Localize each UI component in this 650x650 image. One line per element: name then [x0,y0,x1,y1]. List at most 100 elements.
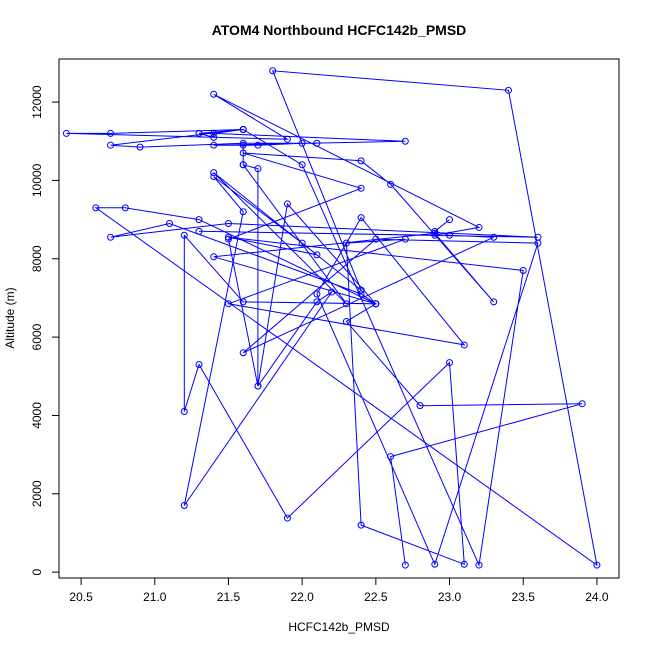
data-point [357,286,365,294]
data-point [357,157,365,165]
data-point [283,135,291,143]
data-point [107,233,115,241]
data-point [446,216,454,224]
x-tick-label: 22.5 [364,590,388,604]
data-point [490,298,498,306]
data-point [210,90,218,98]
data-point [210,129,218,137]
data-point [342,300,350,308]
data-point [107,141,115,149]
data-point [239,208,247,216]
data-point [328,288,336,296]
data-point [224,233,232,241]
data-point [239,298,247,306]
data-point [431,231,439,239]
data-point [313,290,321,298]
data-point [475,561,483,569]
y-tick-label: 10000 [30,163,44,197]
data-point [387,453,395,461]
data-point [357,521,365,529]
y-axis-label: Altitude (m) [3,287,17,348]
series-layer [62,67,601,569]
x-tick-label: 24.0 [585,590,609,604]
data-point [239,149,247,157]
data-point [239,141,247,149]
data-point [269,67,277,75]
data-point [210,133,218,141]
data-point [92,204,100,212]
data-point [180,502,188,510]
data-point [136,143,144,151]
x-tick-label: 21.0 [143,590,167,604]
y-tick-label: 12000 [30,85,44,119]
data-point [254,382,262,390]
data-point [372,235,380,243]
data-point [224,300,232,308]
data-point [593,561,601,569]
x-tick-label: 23.5 [512,590,536,604]
data-point [431,227,439,235]
data-point [121,204,129,212]
data-point [239,349,247,357]
data-point [195,227,203,235]
data-point [283,514,291,522]
data-point [401,561,409,569]
data-point [239,126,247,134]
data-point [210,173,218,181]
data-point [431,560,439,568]
y-tick-label: 8000 [30,245,44,272]
data-point [254,165,262,173]
data-point [534,239,542,247]
x-tick-label: 21.5 [217,590,241,604]
plot-frame [58,58,620,579]
data-point [313,298,321,306]
data-point [313,139,321,147]
y-tick-label: 6000 [30,323,44,350]
x-axis: 20.5 21.0 21.5 22.0 22.5 23.0 23.5 24.0 [69,578,609,604]
data-point [283,200,291,208]
data-point [504,86,512,94]
data-point [195,216,203,224]
data-point [475,223,483,231]
data-point [107,129,115,137]
data-point [210,141,218,149]
data-point [239,139,247,147]
y-axis: 0 2000 4000 6000 8000 10000 12000 [30,85,59,575]
x-tick-label: 20.5 [69,590,93,604]
data-point [387,180,395,188]
data-point [446,231,454,239]
data-point [342,317,350,325]
data-point [62,129,70,137]
data-point [490,233,498,241]
data-point [298,239,306,247]
x-axis-label: HCFC142b_PMSD [288,620,390,634]
data-point [298,139,306,147]
data-point [431,229,439,237]
data-point [195,129,203,137]
data-point [446,359,454,367]
y-tick-label: 4000 [30,402,44,429]
data-point [239,161,247,169]
data-point [401,137,409,145]
data-point [210,169,218,177]
y-tick-label: 0 [30,568,44,575]
series-line [66,70,598,567]
data-point [357,290,365,298]
data-point [166,220,174,228]
data-point [519,267,527,275]
data-point [298,161,306,169]
data-point [416,402,424,410]
data-point [254,141,262,149]
data-point [357,184,365,192]
data-point [357,214,365,222]
data-point [460,560,468,568]
data-point [460,341,468,349]
chart-title: ATOM4 Northbound HCFC142b_PMSD [212,22,467,38]
data-point [224,235,232,243]
data-point [180,408,188,416]
x-tick-label: 22.0 [290,590,314,604]
data-point [210,253,218,261]
data-point [180,231,188,239]
data-point [224,220,232,228]
